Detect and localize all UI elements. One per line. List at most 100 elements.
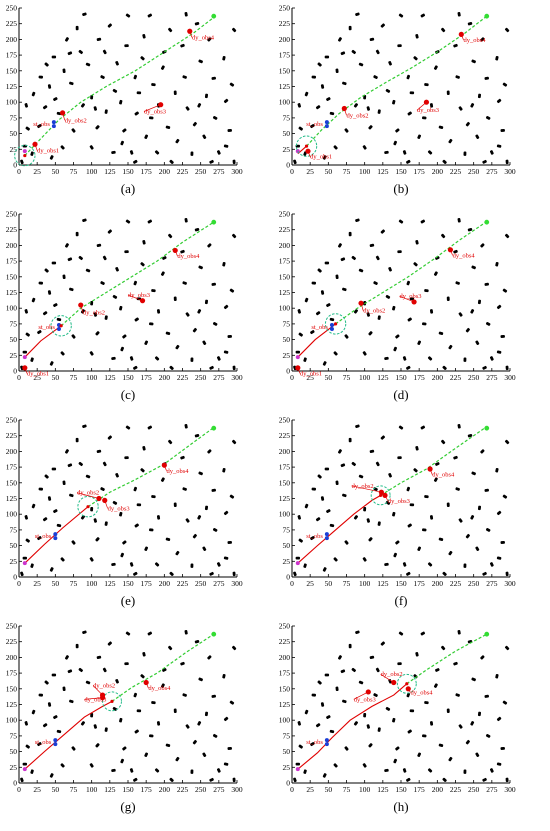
static-obstacle: [463, 357, 467, 362]
y-tick-label: 200: [279, 653, 291, 662]
y-tick-label: 250: [279, 210, 291, 219]
st-obs-label: st_obs: [35, 533, 52, 540]
y-tick-label: 25: [283, 145, 291, 154]
static-obstacle: [80, 515, 85, 520]
static-obstacle: [180, 43, 185, 48]
static-obstacle: [169, 365, 174, 370]
x-tick-label: 100: [86, 579, 98, 588]
static-obstacle: [95, 537, 100, 542]
static-obstacle: [496, 762, 502, 766]
start-point: [295, 355, 300, 360]
static-obstacle: [144, 752, 149, 757]
static-obstacle: [304, 503, 309, 509]
static-obstacle: [397, 662, 402, 666]
static-obstacle: [82, 218, 87, 223]
dy-obs-label: dy_obs3: [144, 109, 166, 116]
static-obstacle: [504, 27, 510, 33]
dy-obs-marker: [447, 247, 454, 253]
static-obstacle: [227, 128, 232, 132]
panel-a: 0 25 50 75 100 125 150 175 200 225 250 275 300 0 25 50 7…: [6, 4, 243, 197]
sensing-circle: [324, 313, 347, 335]
static-obstacle: [24, 721, 28, 726]
static-obstacle: [422, 322, 427, 326]
static-obstacle: [441, 439, 446, 445]
static-obstacle: [175, 138, 180, 144]
static-obstacle: [115, 267, 119, 272]
static-obstacle: [60, 145, 65, 150]
static-obstacle: [353, 309, 358, 314]
static-obstacle: [56, 523, 62, 528]
y-tick-label: 150: [6, 272, 18, 281]
y-tick-label: 75: [283, 113, 291, 122]
static-obstacle: [384, 150, 389, 154]
static-obstacle: [471, 265, 476, 270]
static-obstacle: [448, 344, 453, 350]
static-obstacle: [75, 231, 79, 237]
planned-path: [87, 427, 215, 508]
static-obstacle: [42, 105, 48, 110]
x-tick-label: 200: [432, 579, 444, 588]
x-tick-label: 50: [52, 373, 60, 382]
x-tick-label: 0: [17, 167, 21, 176]
dy-obs-marker: [411, 299, 417, 305]
static-obstacle: [144, 134, 149, 139]
static-obstacle: [500, 746, 505, 750]
y-tick-label: 175: [279, 463, 291, 472]
static-obstacle: [317, 62, 322, 67]
static-obstacle: [480, 449, 485, 454]
static-obstacle: [348, 25, 352, 31]
x-tick-label: 250: [195, 785, 207, 794]
static-obstacle: [149, 322, 154, 326]
static-obstacle: [211, 76, 216, 80]
static-obstacle: [31, 91, 36, 97]
static-obstacle: [407, 729, 412, 734]
static-obstacle: [415, 446, 419, 451]
x-tick-label: 200: [432, 785, 444, 794]
static-obstacle: [471, 59, 476, 64]
dy-obs-label: dy_obs3: [388, 498, 410, 505]
static-obstacle: [398, 425, 404, 430]
st-obs-label: st_obs: [38, 324, 55, 331]
dy-obs-label: dy_obs4: [177, 253, 200, 260]
static-obstacle: [62, 274, 66, 280]
static-obstacle: [504, 233, 510, 239]
static-obstacle: [173, 708, 177, 713]
static-obstacle: [194, 228, 200, 232]
static-obstacle: [64, 37, 69, 42]
static-obstacle: [69, 287, 74, 292]
x-tick-label: 75: [343, 167, 351, 176]
x-tick-label: 250: [195, 373, 207, 382]
static-obstacle: [446, 90, 450, 95]
static-obstacle: [69, 493, 74, 498]
static-obstacle: [467, 434, 473, 438]
static-obstacle: [223, 98, 229, 104]
static-obstacle: [122, 540, 127, 545]
static-obstacle: [402, 356, 407, 361]
static-obstacle: [69, 699, 74, 704]
static-obstacle: [209, 159, 214, 164]
static-obstacle: [42, 311, 48, 316]
static-obstacle: [198, 265, 203, 270]
st-obs-label: st_obs: [306, 533, 323, 540]
static-obstacle: [80, 721, 85, 726]
static-obstacle: [329, 111, 335, 116]
static-obstacle: [424, 83, 429, 87]
static-obstacle: [147, 13, 153, 18]
static-obstacle: [212, 527, 218, 532]
static-obstacle: [184, 12, 188, 17]
static-obstacle: [407, 111, 412, 116]
static-obstacle: [184, 424, 188, 429]
x-tick-label: 125: [377, 785, 389, 794]
dy-obs-leader: [143, 104, 161, 112]
static-obstacle: [120, 552, 125, 558]
static-obstacle: [198, 677, 203, 682]
static-obstacle: [482, 365, 487, 370]
static-obstacle: [204, 299, 209, 305]
static-obstacle: [322, 361, 327, 366]
static-obstacle: [136, 91, 142, 95]
panel-label: (e): [121, 593, 135, 608]
y-tick-label: 250: [6, 4, 18, 13]
static-obstacle: [310, 742, 315, 747]
dy-obs-leader: [351, 485, 382, 493]
static-obstacle: [223, 556, 229, 560]
